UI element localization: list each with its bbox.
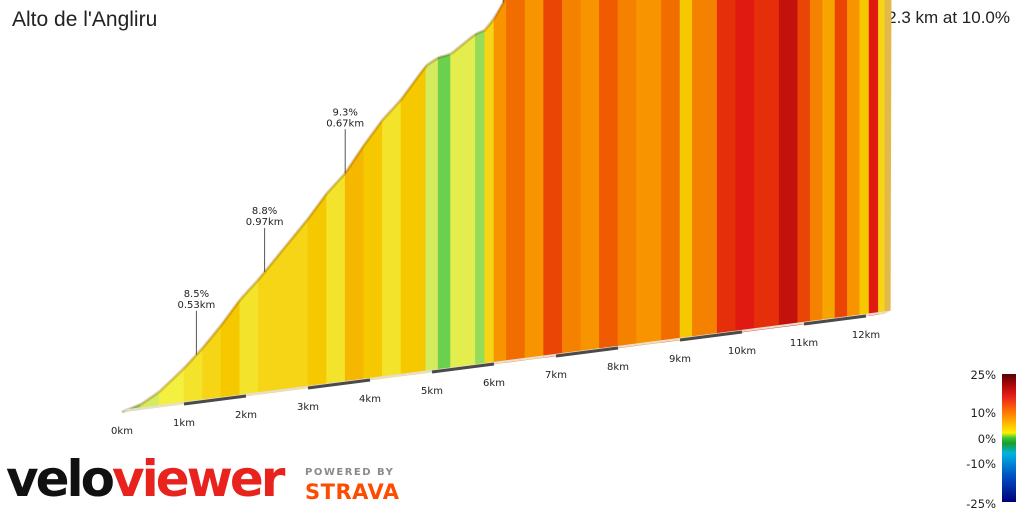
x-tick-label: 3km [297,402,319,413]
profile-segment [475,29,486,367]
x-tick-label: 12km [852,330,880,341]
profile-segment [400,65,427,377]
profile-segment [506,0,526,363]
profile-segment [636,0,662,346]
profile-segment [524,0,544,361]
x-tick-label: 0km [111,426,133,437]
profile-segment [258,248,284,395]
km-band [803,314,867,326]
profile-segment [344,144,365,384]
profile-segment [834,0,848,321]
profile-segment [363,119,383,382]
profile-segment [847,0,861,319]
x-tick-label: 8km [607,362,629,373]
profile-segment [425,56,439,374]
profile-segment [754,0,780,331]
logo-viewer-text: viewer [112,450,285,508]
profile-segment [561,0,582,356]
profile-segment [822,0,836,322]
annotation-gradient: 8.8% [252,206,277,217]
profile-segment [484,18,495,366]
annotation-length: 0.67km [326,118,364,129]
profile-segment [599,0,619,351]
profile-segment [868,0,879,316]
powered-by-label: POWERED BY [305,467,395,478]
annotation-gradient: 8.5% [184,289,209,300]
profile-segment [797,0,811,326]
legend-label: -25% [966,497,996,511]
profile-segment [617,0,637,349]
profile-segment [679,0,693,341]
km-band [555,346,619,358]
gradient-legend-bar [1002,374,1016,502]
profile-end-cap [884,0,892,314]
profile-segment [450,33,476,370]
logo-velo-text: velo [6,450,115,508]
legend-label: 0% [977,432,996,446]
x-tick-label: 10km [728,346,756,357]
profile-segment [878,0,885,315]
annotations: 8.5%0.53km8.8%0.97km9.3%0.67km19.7%61m18… [177,0,504,355]
profile-segment [859,0,870,318]
profile-segment [735,0,755,334]
profile-segment [661,0,681,343]
profile-segment [493,0,507,365]
base-layer [122,310,891,412]
profile-top-edge [121,0,507,414]
annotation-length: 0.53km [177,300,215,311]
km-band [307,378,371,390]
profile-segment [778,0,799,328]
profile-segment [543,0,563,358]
x-tick-label: 11km [790,338,818,349]
x-tick-label: 9km [669,354,691,365]
profile-segment [716,0,737,336]
profile-segment [382,98,402,379]
profile-segment [326,172,346,386]
profile-segment [437,53,451,372]
profile-layer [121,0,892,414]
chart-title: Alto de l'Angliru [12,8,158,31]
km-band [183,394,247,406]
x-tick-label: 2km [235,410,257,421]
legend-label: -10% [966,457,996,471]
x-tick-label: 5km [421,386,443,397]
x-tick-label: 6km [483,378,505,389]
veloviewer-logo[interactable]: veloviewer [6,449,285,509]
x-tick-label: 1km [173,418,195,429]
x-axis-ticks: 0km 1km 2km 3km 4km 5km 6km 7km 8km 9km 10km 11km 12… [111,330,880,437]
legend-label: 10% [970,406,996,420]
km-band [679,330,743,342]
km-band [431,362,495,374]
annotation-length: 0.97km [246,217,284,228]
climb-summary: 12.3 km at 10.0% [877,8,1010,27]
profile-segment [809,0,823,324]
profile-segment [580,0,600,354]
profile-segment [692,0,718,339]
legend-label: 25% [970,368,996,382]
x-tick-label: 4km [359,394,381,405]
profile-segment [307,192,327,389]
x-tick-label: 7km [545,370,567,381]
annotation-gradient: 9.3% [332,107,357,118]
strava-logo[interactable]: STRAVA [305,480,400,504]
